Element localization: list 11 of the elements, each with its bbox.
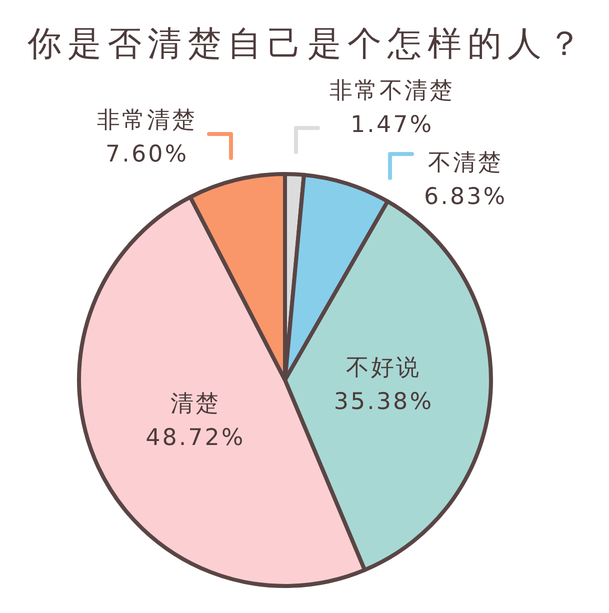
data-label: 6.83% [424,184,508,210]
data-label: 1.47% [350,112,434,138]
data-label: 35.38% [334,389,434,416]
slice-label: 清楚 [170,390,220,417]
chart-title: 你是否清楚自己是个怎样的人？ [26,23,588,66]
slice-label: 非常清楚 [97,107,198,134]
slice-label: 不清楚 [428,150,504,176]
slice-label: 不好说 [346,355,422,382]
slice-label: 非常不清楚 [330,78,455,104]
data-label: 7.60% [106,141,189,168]
data-label: 48.72% [146,424,246,451]
